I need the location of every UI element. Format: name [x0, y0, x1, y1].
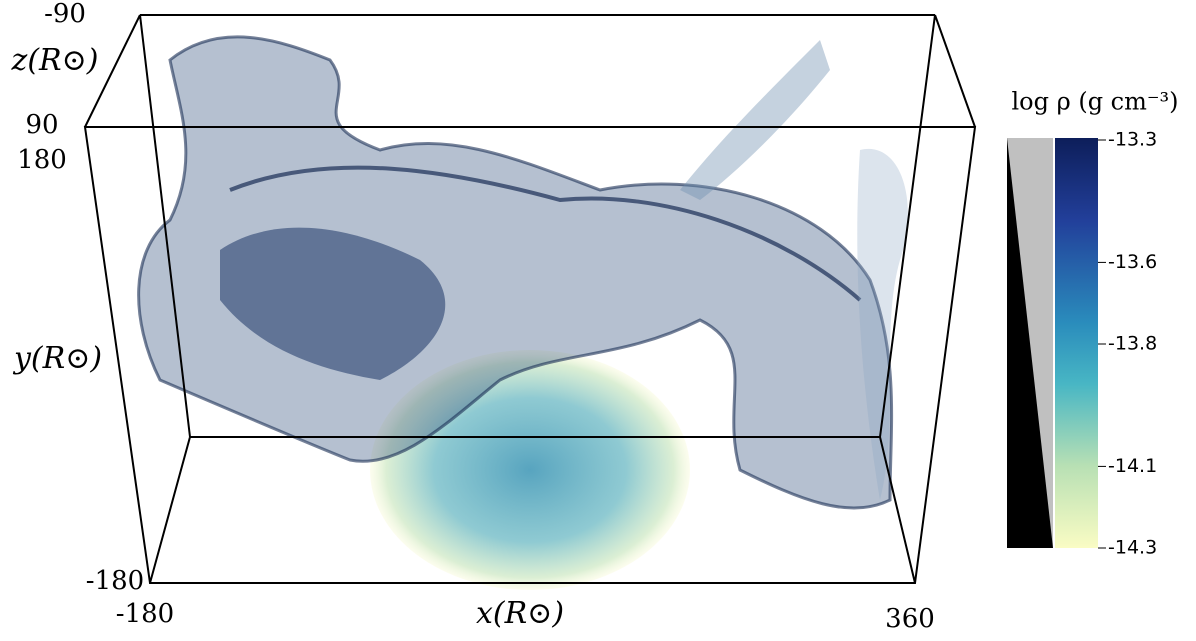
colorbar: log ρ (g cm⁻³) -13.3 -13.6 -13.8 -14.1 -14.3 — [1007, 88, 1179, 559]
volume-render — [139, 37, 908, 590]
x-tick-label: -180 — [116, 599, 174, 629]
colorbar-tick-label: -13.8 — [1108, 333, 1157, 355]
y-tick-label: 180 — [17, 145, 67, 175]
figure: -90 z(R⊙) 90 180 y(R⊙) -180 -180 x(R⊙) 3… — [0, 0, 1196, 641]
z-tick-label: 90 — [25, 110, 58, 140]
z-tick-label: -90 — [44, 0, 86, 29]
colorbar-tick-label: -13.3 — [1108, 129, 1157, 151]
x-axis-label: x(R⊙) — [476, 596, 564, 631]
y-axis-label: y(R⊙) — [12, 341, 102, 376]
colorbar-tick-label: -14.1 — [1108, 455, 1157, 477]
colorbar-tick-label: -13.6 — [1108, 251, 1157, 273]
x-tick-label: 360 — [885, 604, 935, 634]
colorbar-tick-label: -14.3 — [1108, 537, 1157, 559]
colorbar-label: log ρ (g cm⁻³) — [1011, 88, 1178, 116]
z-axis-label: z(R⊙) — [11, 43, 99, 78]
colormap-bar — [1055, 138, 1098, 548]
y-tick-label: -180 — [86, 566, 144, 596]
